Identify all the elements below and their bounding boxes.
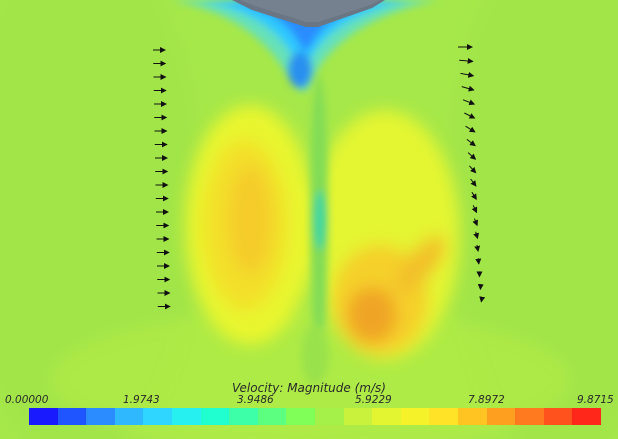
- tick-label: 3.9486: [237, 394, 274, 406]
- velocity-arrow: [470, 178, 477, 187]
- tick-label: 9.8715: [577, 394, 614, 406]
- colorbar-swatch: [343, 408, 373, 425]
- colorbar-swatch: [114, 408, 144, 425]
- right-velocity-vectors: [458, 44, 486, 303]
- colorbar-swatch: [457, 408, 487, 425]
- velocity-arrow: [471, 191, 477, 201]
- colorbar-swatch: [29, 408, 58, 425]
- velocity-arrow: [473, 231, 480, 240]
- colorbar-swatch: [286, 408, 315, 425]
- velocity-arrow: [468, 165, 477, 174]
- velocity-arrow: [459, 57, 474, 64]
- colorbar-swatch: [143, 408, 172, 425]
- colorbar-swatch: [171, 408, 201, 425]
- velocity-arrow: [467, 152, 477, 160]
- colorbar-swatch: [515, 408, 544, 425]
- colorbar-swatch: [543, 408, 573, 425]
- velocity-arrow: [466, 139, 476, 147]
- velocity-arrow: [462, 99, 476, 106]
- tick-label: 5.9229: [355, 394, 392, 406]
- velocity-arrow: [471, 205, 478, 214]
- tick-label: 0.00000: [5, 394, 49, 406]
- hull-highlight: [240, 0, 380, 22]
- colorbar-swatch: [372, 408, 401, 425]
- colorbar-swatch: [314, 408, 344, 425]
- left-velocity-vectors: [153, 47, 171, 310]
- velocity-arrow: [479, 296, 486, 303]
- velocity-arrow: [465, 125, 476, 133]
- colorbar-swatch: [486, 408, 516, 425]
- colorbar-swatch: [429, 408, 458, 425]
- tick-label: 1.9743: [123, 394, 160, 406]
- colorbar: [29, 408, 601, 425]
- center-channel: [301, 75, 329, 385]
- colorbar-swatch: [572, 408, 601, 425]
- colorbar-swatch: [229, 408, 258, 425]
- velocity-arrow: [474, 244, 481, 252]
- velocity-arrow: [461, 85, 475, 92]
- tick-label: 7.8972: [468, 394, 505, 406]
- high-velocity-lobes: [185, 105, 460, 360]
- colorbar-swatch: [86, 408, 115, 425]
- colorbar-swatch: [400, 408, 430, 425]
- colorbar-swatch: [200, 408, 230, 425]
- legend-title: Velocity: Magnitude (m/s): [232, 381, 386, 395]
- colorbar-swatch: [57, 408, 87, 425]
- velocity-arrow: [464, 112, 476, 119]
- velocity-arrow: [460, 71, 475, 78]
- colorbar-legend: Velocity: Magnitude (m/s) 0.00000 1.9743…: [0, 378, 618, 439]
- velocity-arrow: [472, 218, 479, 227]
- colorbar-swatch: [257, 408, 287, 425]
- velocity-arrow: [475, 258, 482, 265]
